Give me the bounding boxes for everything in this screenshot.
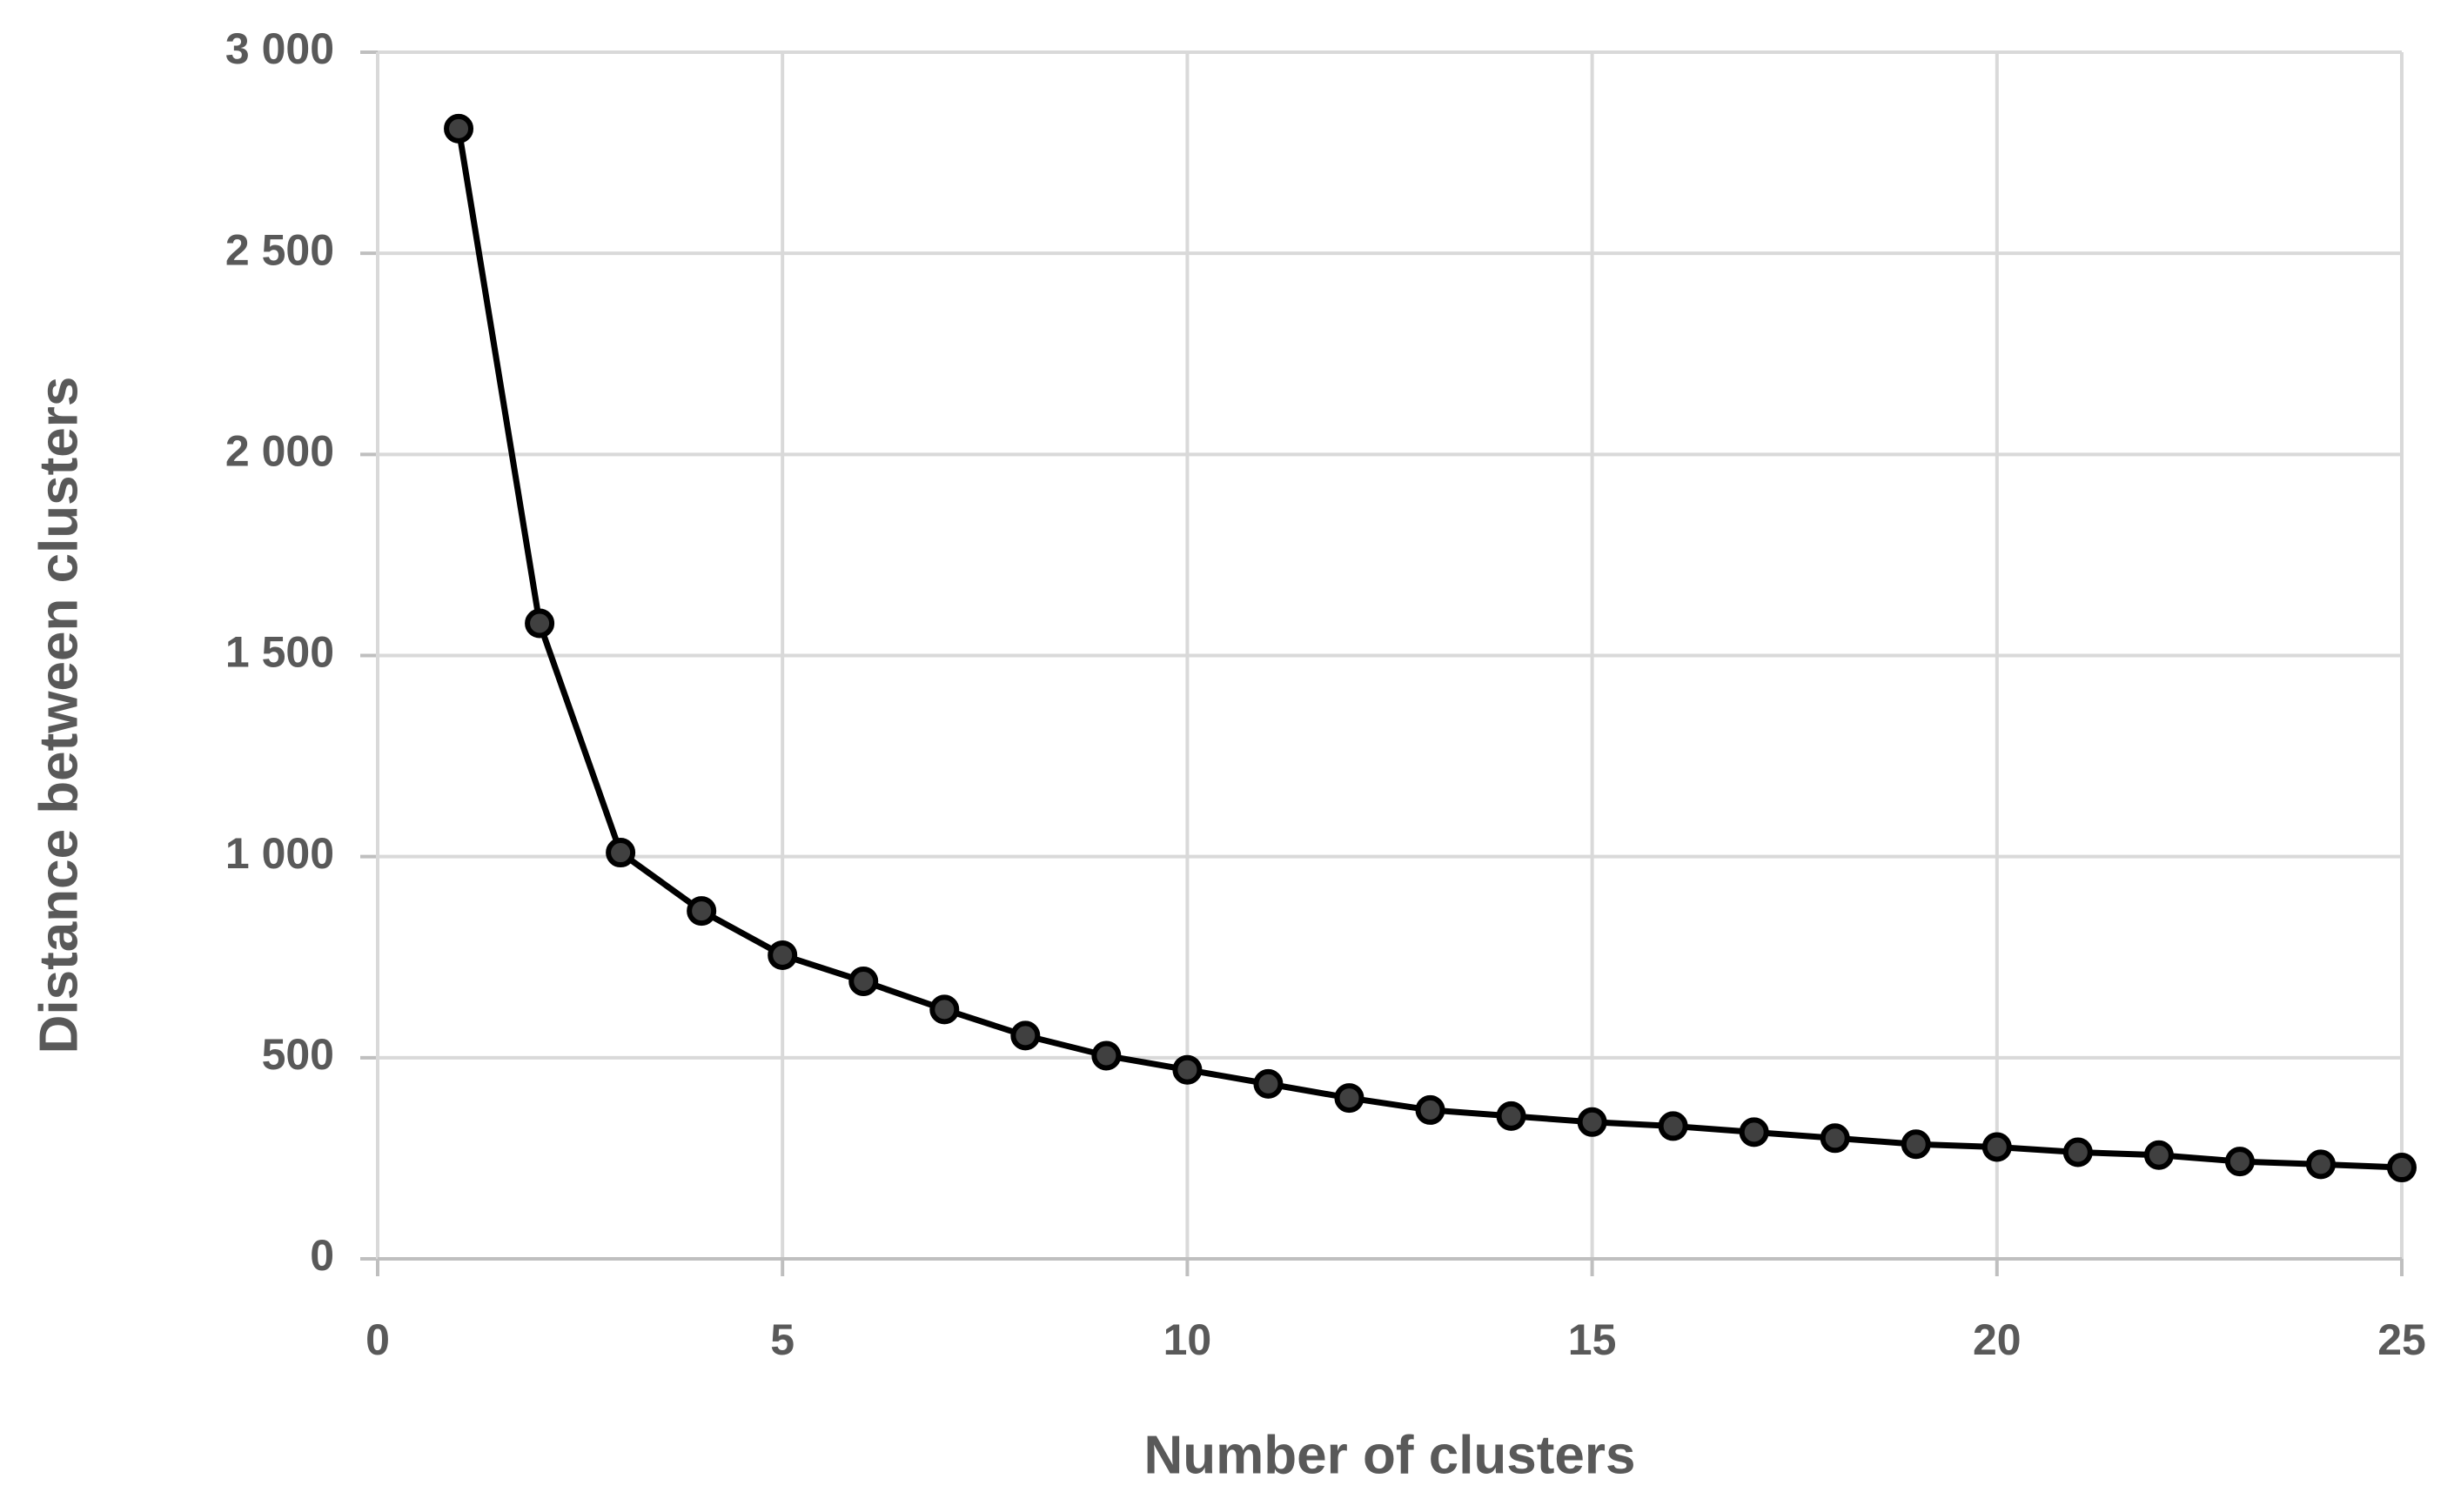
point <box>2062 1137 2093 1167</box>
point <box>1820 1123 1850 1154</box>
point <box>525 608 555 639</box>
point <box>768 940 798 970</box>
point <box>1739 1117 1769 1147</box>
x-axis-title: Number of clusters <box>1143 1425 1635 1485</box>
y-axis-title: Distance between clusters <box>29 377 89 1054</box>
point <box>1901 1129 1931 1160</box>
x-tick-label: 20 <box>1973 1315 2022 1364</box>
point <box>2305 1149 2336 1180</box>
point <box>1415 1094 1445 1125</box>
point <box>1091 1040 1122 1071</box>
point <box>848 966 879 996</box>
x-tick-label: 0 <box>365 1315 390 1364</box>
x-tick-label: 25 <box>2377 1315 2426 1364</box>
point <box>1981 1132 2012 1162</box>
point <box>929 994 960 1025</box>
point <box>1334 1083 1364 1114</box>
y-tick-label: 500 <box>262 1030 334 1079</box>
x-tick-label: 15 <box>1568 1315 1617 1364</box>
point <box>2224 1147 2255 1177</box>
point <box>1010 1020 1041 1051</box>
y-tick-label: 3 000 <box>225 24 334 73</box>
y-tick-label: 2 000 <box>225 427 334 476</box>
x-tick-label: 5 <box>770 1315 795 1364</box>
point <box>1172 1054 1203 1085</box>
point <box>2143 1140 2174 1170</box>
line <box>455 128 2403 1171</box>
point <box>1658 1111 1688 1141</box>
y-tick-label: 2 500 <box>225 225 334 274</box>
point <box>2387 1153 2417 1183</box>
point <box>444 113 474 144</box>
y-tick-label: 1 000 <box>225 829 334 878</box>
point <box>687 896 717 927</box>
point <box>1253 1068 1284 1099</box>
y-tick-label: 1 500 <box>225 628 334 677</box>
point <box>606 838 636 868</box>
point <box>1496 1101 1526 1131</box>
x-tick-label: 10 <box>1163 1315 1212 1364</box>
point <box>1577 1107 1607 1137</box>
y-tick-label: 0 <box>310 1231 334 1280</box>
